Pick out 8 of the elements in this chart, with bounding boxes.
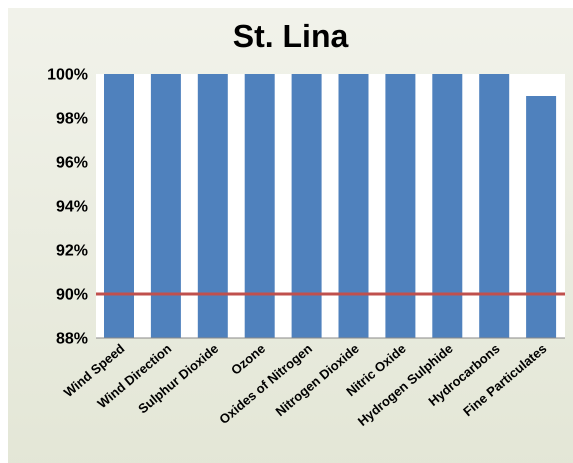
y-tick-label: 92%	[56, 242, 88, 260]
y-tick-label: 94%	[56, 198, 88, 216]
y-tick-label: 100%	[47, 66, 88, 84]
y-tick-label: 90%	[56, 286, 88, 304]
y-tick-label: 88%	[56, 330, 88, 348]
chart-title: St. Lina	[232, 17, 350, 56]
y-tick-label: 96%	[56, 154, 88, 172]
y-tick-label: 98%	[56, 110, 88, 128]
